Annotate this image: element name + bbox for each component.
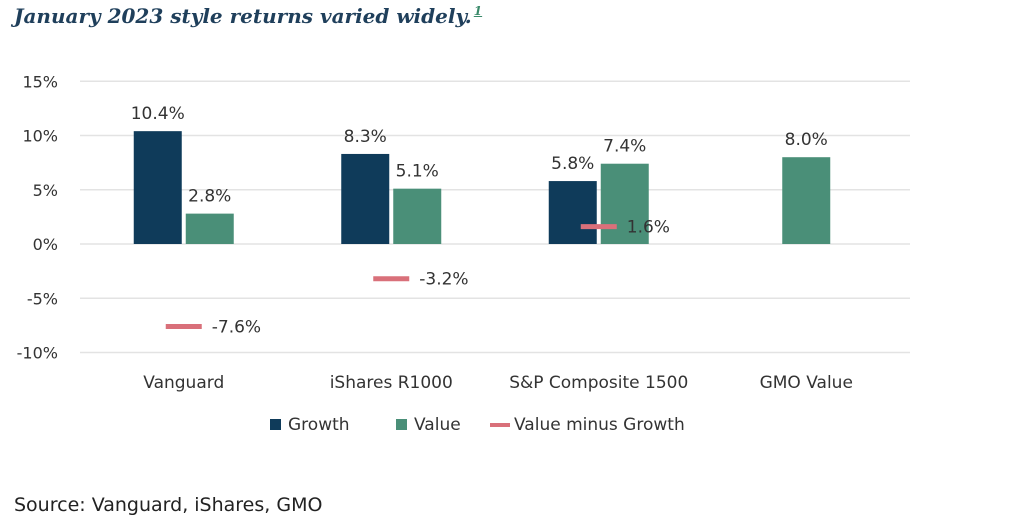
x-category-label: GMO Value [760,373,853,393]
chart-title: January 2023 style returns varied widely… [14,4,482,28]
footnote-link[interactable]: 1 [473,4,483,19]
bar-growth [133,131,182,244]
y-tick-label: 15% [22,72,58,91]
legend-swatch-value [396,419,407,430]
bar-growth [341,153,390,244]
data-label-growth: 8.3% [344,127,387,147]
data-label-value: 7.4% [603,137,646,157]
legend-label: Growth [288,415,350,435]
y-tick-label: 10% [22,127,58,146]
data-label-diff: -3.2% [419,270,468,290]
x-category-label: Vanguard [143,373,224,393]
chart-title-text: January 2023 style returns varied widely… [14,4,472,28]
chart: 15% 10% 5% 0% -5% -10% 10.4% 2.8% -7.6% Vanguard 8… [17,72,910,435]
y-tick-label: 0% [33,235,58,254]
bar-value [393,188,442,244]
data-label-growth: 5.8% [551,154,594,174]
bar-value [185,213,234,244]
x-category-label: S&P Composite 1500 [509,373,688,393]
legend-swatch-growth [270,419,281,430]
y-tick-label: 5% [33,181,58,200]
bar-value [782,157,831,244]
bar-value [600,163,649,244]
legend-label: Value minus Growth [514,415,685,435]
y-tick-label: -10% [17,344,58,363]
bar-growth [548,181,597,244]
y-tick-label: -5% [27,289,58,308]
data-label-diff: -7.6% [212,317,261,337]
legend-label: Value [414,415,461,435]
data-label-growth: 10.4% [131,104,185,124]
data-label-diff: 1.6% [627,218,670,238]
data-label-value: 2.8% [188,187,231,207]
data-label-value: 8.0% [785,130,828,150]
data-label-value: 5.1% [396,162,439,182]
source-note: Source: Vanguard, iShares, GMO [14,494,323,516]
x-category-label: iShares R1000 [330,373,453,393]
